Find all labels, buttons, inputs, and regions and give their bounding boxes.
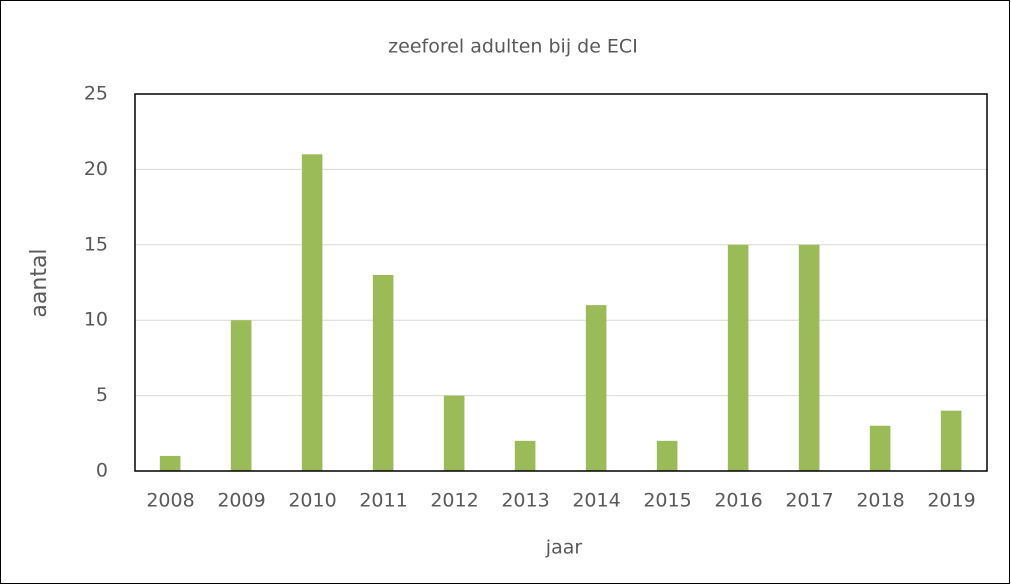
bar <box>585 305 607 471</box>
bar <box>372 274 394 471</box>
bar <box>159 455 181 471</box>
x-tick-label: 2013 <box>501 490 549 512</box>
x-tick-label: 2012 <box>430 490 478 512</box>
x-tick-label: 2010 <box>288 490 336 512</box>
x-tick-label: 2016 <box>714 490 762 512</box>
y-tick-label: 5 <box>96 384 108 406</box>
chart-title: zeeforel adulten bij de ECI <box>388 36 638 58</box>
plot-frame <box>134 93 988 472</box>
x-tick-label: 2017 <box>785 490 833 512</box>
x-tick-label: 2019 <box>927 490 975 512</box>
bar <box>443 395 465 471</box>
x-tick-label: 2009 <box>217 490 265 512</box>
bar <box>940 410 962 471</box>
x-axis-label: jaar <box>545 537 583 559</box>
x-tick-label: 2018 <box>856 490 904 512</box>
y-tick-label: 25 <box>84 83 108 105</box>
bar <box>869 425 891 471</box>
x-tick-label: 2011 <box>359 490 407 512</box>
x-tick-label: 2008 <box>146 490 194 512</box>
bar <box>230 320 252 471</box>
bar <box>514 440 536 471</box>
y-tick-label: 10 <box>84 309 108 331</box>
bar <box>301 154 323 471</box>
bar <box>727 244 749 471</box>
y-tick-label: 0 <box>96 460 108 482</box>
y-tick-label: 15 <box>84 233 108 255</box>
y-tick-label: 20 <box>84 158 108 180</box>
bar <box>656 440 678 471</box>
bar <box>798 244 820 471</box>
x-tick-label: 2015 <box>643 490 691 512</box>
x-tick-label: 2014 <box>572 490 620 512</box>
y-axis-label: aantal <box>27 248 52 317</box>
